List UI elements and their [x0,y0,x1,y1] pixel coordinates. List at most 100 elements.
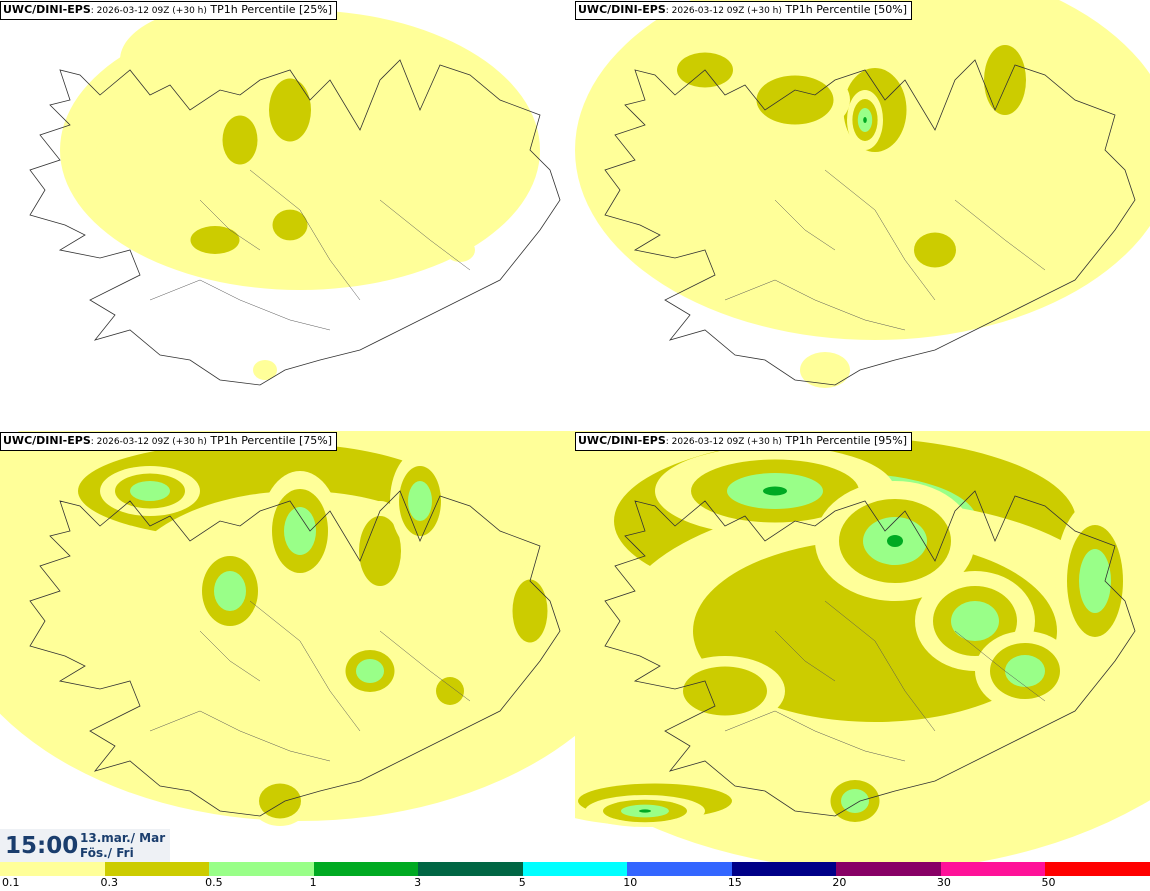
precip-cell [214,571,246,611]
valid-time: 15:00 [5,833,79,859]
precip-cell [272,209,308,241]
colorbar-swatch [209,862,315,876]
field-name: TP1h Percentile [25%] [206,3,332,16]
region-boundary [954,630,1046,702]
colorbar-label: 0.1 [2,876,20,889]
precip-cell [356,659,384,683]
precip-cell [170,165,230,215]
region-boundary [724,279,906,331]
map-panel-p75: UWC/DINI-EPS: 2026-03-12 09Z (+30 h) TP1… [0,431,575,862]
region-boundary [824,169,936,301]
precip-cell [951,601,999,641]
precip-cell [95,135,145,175]
coastline [29,59,561,386]
colorbar-swatch [104,862,210,876]
precip-cell [284,507,316,555]
precip-cell [222,115,258,165]
colorbar-swatch [0,862,106,876]
run-time: : 2026-03-12 09Z (+30 h) [665,437,782,447]
model-name: UWC/DINI-EPS [578,3,666,16]
precip-cell [683,666,767,716]
region-boundary [199,199,261,251]
precip-map [29,5,561,386]
valid-date-line1: 13.mar./ Mar [80,831,166,845]
region-boundary [149,279,331,331]
colorbar-label: 20 [832,876,847,889]
precip-cell [408,481,432,521]
region-boundary [379,199,471,271]
colorbar-swatch [836,862,942,876]
precip-cell [1005,655,1045,687]
panel-title: UWC/DINI-EPS: 2026-03-12 09Z (+30 h) TP1… [0,1,337,20]
precip-cell [130,481,170,501]
precip-cell [512,579,548,643]
colorbar-swatch [940,862,1046,876]
model-name: UWC/DINI-EPS [3,434,91,447]
region-boundary [249,600,361,732]
precip-cell [445,238,475,262]
colorbar-swatch [313,862,419,876]
region-boundary [724,710,906,762]
region-boundary [774,630,836,682]
run-time: : 2026-03-12 09Z (+30 h) [90,6,207,16]
colorbar-swatch [522,862,628,876]
region-boundary [774,199,836,251]
precip-cell [436,677,464,705]
precip-cell [763,486,787,496]
precip-map [575,431,1150,862]
precip-map [575,0,1150,388]
precip-map [0,431,575,826]
precip-cell [269,78,311,142]
colorbar-label: 3 [414,876,422,889]
colorbar-label: 30 [936,876,951,889]
model-name: UWC/DINI-EPS [578,434,666,447]
colorbar-label: 5 [518,876,526,889]
coastline [29,490,561,817]
region-boundary [824,600,936,732]
valid-date-line2: Fös./ Fri [80,846,134,860]
colorbar-swatch [418,862,524,876]
colorbar-label: 50 [1041,876,1056,889]
coastline [604,490,1136,817]
precip-cell [887,535,903,547]
precip-cell [863,117,867,123]
map-panel-p25: UWC/DINI-EPS: 2026-03-12 09Z (+30 h) TP1… [0,0,575,431]
precip-cell [756,75,834,125]
region-boundary [954,199,1046,271]
precip-cell [259,783,301,819]
precip-cell [190,226,240,254]
valid-time-box: 15:00 13.mar./ Mar Fös./ Fri [0,829,170,862]
precip-cell [1065,125,1105,195]
precip-cell [65,591,115,631]
model-name: UWC/DINI-EPS [3,3,91,16]
precip-cell [950,180,1000,220]
precip-cell [914,232,956,268]
colorbar-swatch [627,862,733,876]
field-name: TP1h Percentile [95%] [781,434,907,447]
region-boundary [149,710,331,762]
field-name: TP1h Percentile [50%] [781,3,907,16]
precip-cell [1079,549,1111,613]
field-name: TP1h Percentile [75%] [206,434,332,447]
run-time: : 2026-03-12 09Z (+30 h) [90,437,207,447]
region-boundary [249,169,361,301]
precip-cell [984,45,1026,115]
panel-title: UWC/DINI-EPS: 2026-03-12 09Z (+30 h) TP1… [575,432,912,451]
colorbar-swatch [1045,862,1150,876]
colorbar-swatch [731,862,837,876]
colorbar-label: 0.3 [100,876,119,889]
colorbar [0,862,1150,876]
panel-title: UWC/DINI-EPS: 2026-03-12 09Z (+30 h) TP1… [575,1,912,20]
precip-cell [1025,160,1065,200]
colorbar-label: 15 [727,876,742,889]
precip-cell [639,809,651,813]
precip-cell [253,360,277,380]
precip-cell [410,45,450,135]
colorbar-label: 0.5 [205,876,223,889]
region-boundary [199,630,261,682]
map-panel-p50: UWC/DINI-EPS: 2026-03-12 09Z (+30 h) TP1… [575,0,1150,431]
colorbar-label: 1 [309,876,317,889]
precip-cell [359,516,401,586]
panel-title: UWC/DINI-EPS: 2026-03-12 09Z (+30 h) TP1… [0,432,337,451]
precip-cell [800,352,850,388]
